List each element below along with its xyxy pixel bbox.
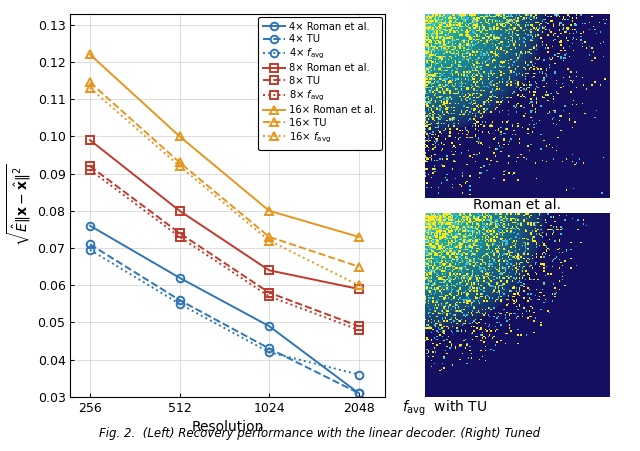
Text: Roman et al.: Roman et al. [473,198,561,212]
X-axis label: Resolution: Resolution [191,420,264,434]
Y-axis label: $\sqrt{\hat{E}\|\mathbf{x} - \hat{\mathbf{x}}\|^2}$: $\sqrt{\hat{E}\|\mathbf{x} - \hat{\mathb… [6,164,33,247]
Text: Fig. 2.  (Left) Recovery performance with the linear decoder. (Right) Tuned: Fig. 2. (Left) Recovery performance with… [99,427,541,440]
Legend: 4× Roman et al., 4× TU, 4× $f_{\mathrm{avg}}$, 8× Roman et al., 8× TU, 8× $f_{\m: 4× Roman et al., 4× TU, 4× $f_{\mathrm{a… [259,17,381,150]
Text: $f_\mathrm{avg}$  with TU: $f_\mathrm{avg}$ with TU [402,399,488,419]
